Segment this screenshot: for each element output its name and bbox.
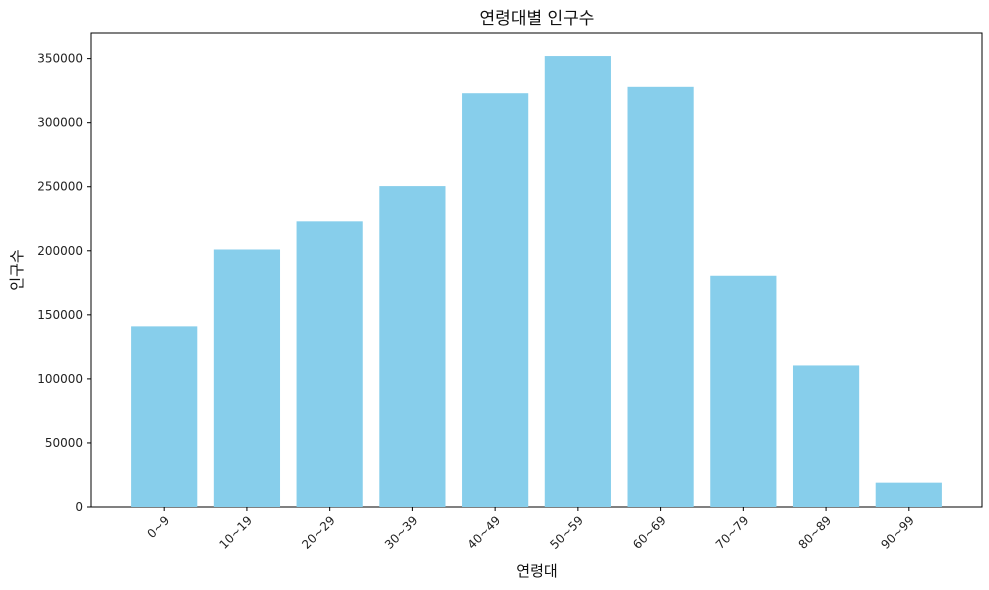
x-tick-label: 30~39 [382, 513, 421, 552]
x-axis-ticks: 0~9 10~19 20~29 30~39 40~49 50~59 60~69 70~79 80… [145, 507, 917, 552]
x-axis-title: 연령대 [516, 562, 557, 580]
bar-80~89 [792, 365, 860, 507]
y-tick-label: 0 [75, 500, 83, 514]
bar-30~39 [379, 186, 446, 508]
y-axis-title: 인구수 [8, 249, 26, 290]
y-tick-label: 150000 [37, 308, 83, 322]
x-tick-label: 70~79 [713, 513, 752, 552]
bar-10~19 [213, 249, 281, 508]
y-tick-label: 300000 [37, 116, 83, 130]
x-tick-label: 0~9 [145, 513, 173, 541]
y-tick-label: 200000 [37, 244, 83, 258]
x-tick-label: 90~99 [878, 513, 917, 552]
y-tick-label: 350000 [37, 52, 83, 66]
y-tick-label: 50000 [45, 436, 83, 450]
bar-70~79 [710, 275, 777, 507]
bar-40~49 [462, 93, 529, 507]
bar-90~99 [875, 482, 942, 507]
bar-0~9 [131, 326, 198, 507]
bar-50~59 [544, 56, 611, 508]
bars-group [131, 56, 942, 508]
x-tick-label: 50~59 [547, 513, 586, 552]
bar-20~29 [296, 221, 363, 508]
y-axis-ticks: 0 50000 100000 150000 200000 250000 300000 3500… [37, 52, 91, 514]
x-tick-label: 60~69 [630, 513, 669, 552]
y-tick-label: 100000 [37, 372, 83, 386]
y-tick-label: 250000 [37, 180, 83, 194]
chart-title: 연령대별 인구수 [480, 9, 595, 29]
x-tick-label: 80~89 [796, 513, 835, 552]
x-tick-label: 10~19 [216, 513, 255, 552]
bar-60~69 [627, 86, 694, 507]
x-tick-label: 20~29 [299, 513, 338, 552]
plot-area [90, 32, 983, 508]
x-tick-label: 40~49 [465, 513, 504, 552]
